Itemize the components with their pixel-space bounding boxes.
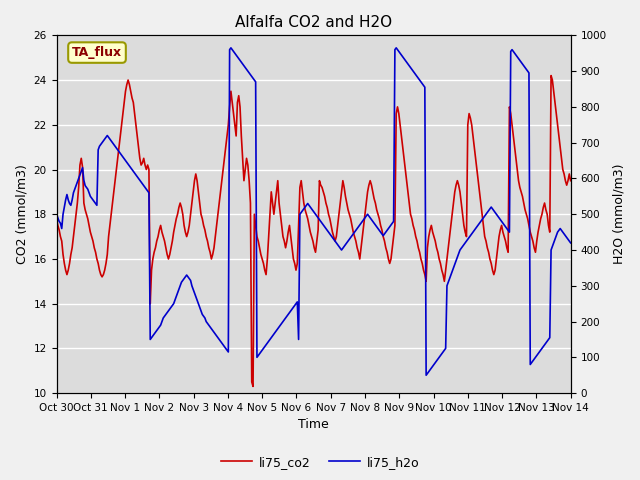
li75_co2 (52, 216, 60, 222)
X-axis label: Time: Time (298, 419, 329, 432)
li75_h2o (567, 240, 575, 246)
li75_co2 (227, 88, 235, 94)
Text: TA_flux: TA_flux (72, 46, 122, 59)
Line: li75_co2: li75_co2 (56, 75, 571, 386)
li75_h2o (86, 193, 94, 199)
li75_h2o (228, 47, 236, 52)
Title: Alfalfa CO2 and H2O: Alfalfa CO2 and H2O (235, 15, 392, 30)
li75_h2o (493, 211, 500, 217)
li75_h2o (52, 211, 60, 217)
li75_co2 (240, 178, 248, 183)
Y-axis label: CO2 (mmol/m3): CO2 (mmol/m3) (15, 164, 28, 264)
Y-axis label: H2O (mmol/m3): H2O (mmol/m3) (612, 164, 625, 264)
li75_co2 (249, 384, 257, 389)
Legend: li75_co2, li75_h2o: li75_co2, li75_h2o (216, 451, 424, 474)
li75_co2 (567, 178, 575, 183)
li75_h2o (426, 367, 434, 373)
li75_co2 (547, 72, 555, 78)
li75_h2o (241, 65, 249, 71)
li75_h2o (557, 228, 565, 233)
li75_co2 (557, 156, 565, 161)
li75_co2 (425, 234, 433, 240)
li75_co2 (492, 267, 499, 273)
li75_h2o (227, 45, 235, 51)
Line: li75_h2o: li75_h2o (56, 48, 571, 375)
li75_co2 (86, 229, 94, 235)
li75_h2o (422, 372, 430, 378)
